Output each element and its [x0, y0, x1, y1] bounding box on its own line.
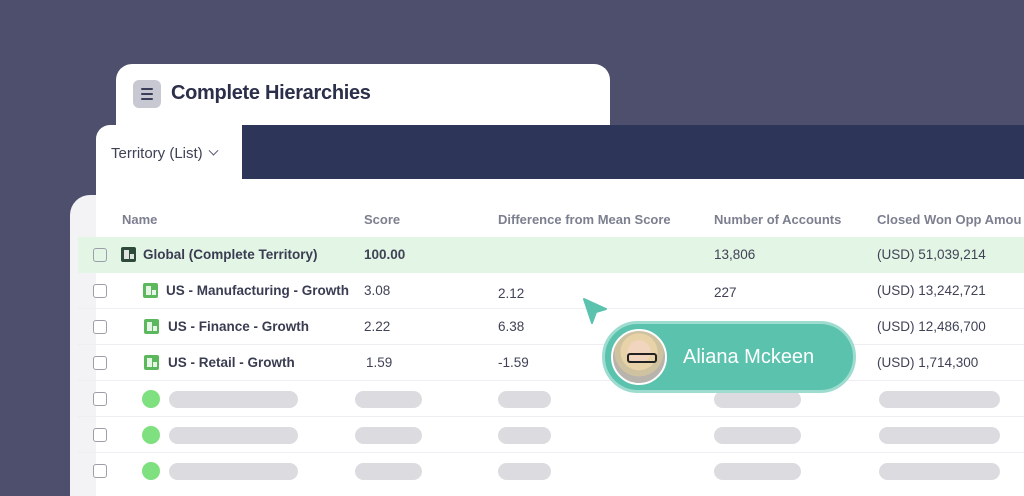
- row-checkbox[interactable]: [93, 464, 107, 478]
- territory-icon: [143, 283, 158, 298]
- row-checkbox[interactable]: [93, 284, 107, 298]
- row-name[interactable]: US - Manufacturing - Growth: [166, 283, 349, 298]
- row-checkbox[interactable]: [93, 392, 107, 406]
- row-name[interactable]: US - Finance - Growth: [168, 319, 310, 334]
- skeleton-placeholder: [714, 463, 801, 480]
- skeleton-placeholder: [169, 463, 298, 480]
- row-checkbox[interactable]: [93, 320, 107, 334]
- toolbar-bar: [241, 125, 1024, 179]
- row-diff: -1.59: [498, 355, 529, 370]
- row-closed-won: (USD) 12,486,700: [877, 319, 986, 334]
- skeleton-placeholder: [498, 463, 551, 480]
- skeleton-placeholder: [879, 391, 1000, 408]
- skeleton-row: [78, 417, 1024, 453]
- column-header-accounts[interactable]: Number of Accounts: [714, 212, 842, 227]
- chevron-down-icon: [208, 145, 219, 156]
- skeleton-row: [78, 381, 1024, 417]
- status-dot-icon: [142, 462, 160, 480]
- row-score: 100.00: [364, 247, 406, 262]
- collaborator-badge: Aliana Mckeen: [602, 321, 856, 393]
- row-diff: 2.12: [498, 286, 525, 301]
- hierarchy-table: Name Score Difference from Mean Score Nu…: [78, 200, 1024, 489]
- hamburger-menu-icon[interactable]: [133, 80, 161, 108]
- skeleton-row: [78, 453, 1024, 489]
- avatar: [611, 329, 667, 385]
- row-checkbox[interactable]: [93, 428, 107, 442]
- row-checkbox[interactable]: [93, 248, 107, 262]
- column-header-diff[interactable]: Difference from Mean Score: [498, 212, 671, 227]
- skeleton-placeholder: [879, 463, 1000, 480]
- row-name[interactable]: US - Retail - Growth: [168, 355, 295, 370]
- tab-territory-list[interactable]: Territory (List): [96, 125, 242, 181]
- skeleton-placeholder: [169, 427, 298, 444]
- row-checkbox[interactable]: [93, 356, 107, 370]
- row-score: 3.08: [364, 283, 391, 298]
- territory-icon: [121, 247, 136, 262]
- row-closed-won: (USD) 51,039,214: [877, 247, 986, 262]
- skeleton-placeholder: [498, 391, 551, 408]
- row-score: 1.59: [366, 355, 393, 370]
- skeleton-placeholder: [355, 391, 422, 408]
- territory-icon: [144, 319, 159, 334]
- table-row[interactable]: Global (Complete Territory) 100.00 13,80…: [78, 237, 1024, 273]
- collaborator-name: Aliana Mckeen: [683, 345, 815, 368]
- table-row[interactable]: US - Retail - Growth 1.59 -1.59 (USD) 1,…: [78, 345, 1024, 381]
- skeleton-placeholder: [879, 427, 1000, 444]
- skeleton-placeholder: [355, 427, 422, 444]
- table-header: Name Score Difference from Mean Score Nu…: [78, 200, 1024, 237]
- territory-icon: [144, 355, 159, 370]
- table-row[interactable]: US - Finance - Growth 2.22 6.38 (USD) 12…: [78, 309, 1024, 345]
- row-score: 2.22: [364, 319, 391, 334]
- column-header-closed-won[interactable]: Closed Won Opp Amou: [877, 212, 1022, 227]
- row-accounts: 13,806: [714, 247, 756, 262]
- row-closed-won: (USD) 13,242,721: [877, 283, 986, 298]
- tab-label: Territory (List): [111, 144, 203, 162]
- skeleton-placeholder: [714, 391, 801, 408]
- row-closed-won: (USD) 1,714,300: [877, 355, 979, 370]
- page-title: Complete Hierarchies: [171, 82, 371, 104]
- skeleton-placeholder: [355, 463, 422, 480]
- column-header-name[interactable]: Name: [122, 212, 158, 227]
- skeleton-placeholder: [498, 427, 551, 444]
- row-diff: 6.38: [498, 319, 525, 334]
- row-name[interactable]: Global (Complete Territory): [143, 247, 318, 262]
- skeleton-placeholder: [714, 427, 801, 444]
- status-dot-icon: [142, 390, 160, 408]
- title-card: Complete Hierarchies: [116, 64, 610, 134]
- status-dot-icon: [142, 426, 160, 444]
- column-header-score[interactable]: Score: [364, 212, 401, 227]
- row-accounts: 227: [714, 285, 737, 300]
- skeleton-placeholder: [169, 391, 298, 408]
- table-row[interactable]: US - Manufacturing - Growth 3.08 2.12 22…: [78, 273, 1024, 309]
